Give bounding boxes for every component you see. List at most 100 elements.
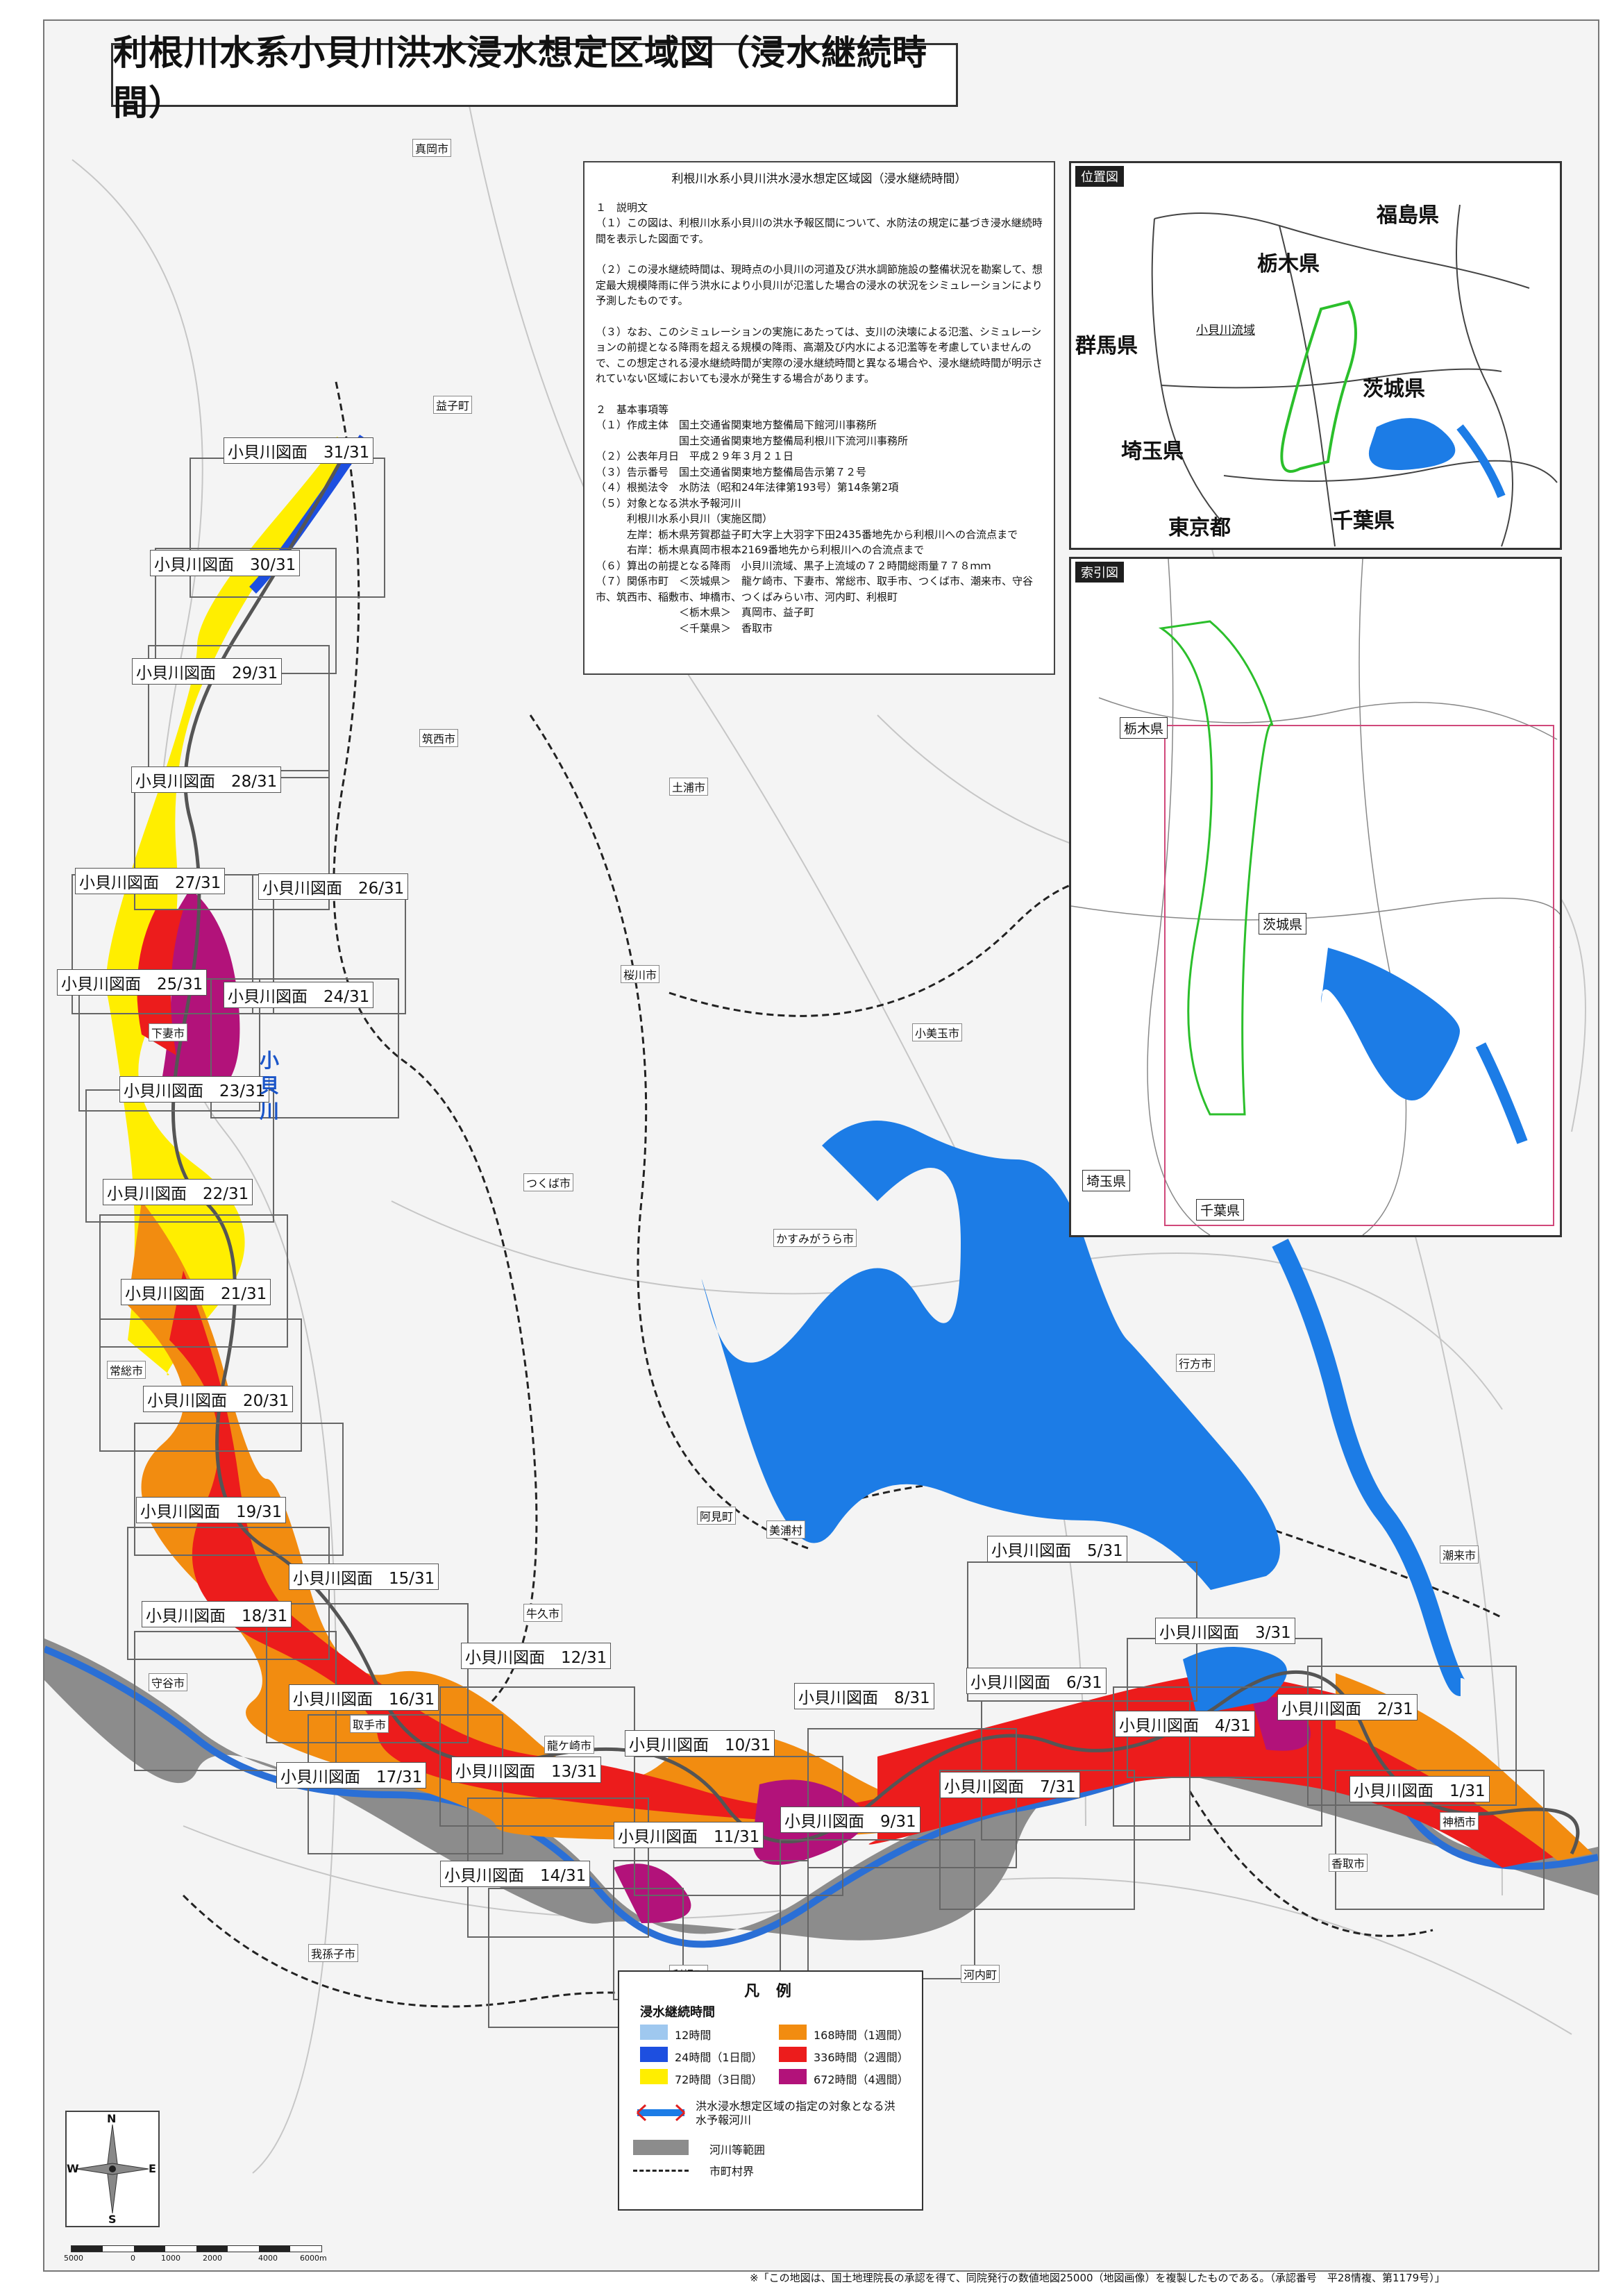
prefecture-label: 茨城県: [1259, 913, 1307, 935]
location-map-tag: 位置図: [1075, 166, 1124, 187]
legend-label: 72時間（3日間）: [675, 2073, 763, 2086]
sheet-label[interactable]: 小貝川図面 12/31: [461, 1643, 612, 1669]
prefecture-label: 栃木県: [1257, 252, 1320, 276]
sheet-label[interactable]: 小貝川図面 27/31: [75, 868, 226, 894]
scale-bar-graphic: [71, 2245, 322, 2252]
city-label: 真岡市: [412, 139, 452, 157]
index-map-graphic: [1071, 559, 1560, 1235]
city-label: 牛久市: [523, 1604, 563, 1622]
sheet-label[interactable]: 小貝川図面 31/31: [224, 437, 374, 464]
city-label: 神栖市: [1440, 1812, 1479, 1830]
city-label: かすみがうら市: [773, 1229, 857, 1247]
city-label: つくば市: [523, 1173, 574, 1191]
city-label: 下妻市: [149, 1023, 188, 1041]
sheet-label[interactable]: 小貝川図面 2/31: [1277, 1694, 1418, 1720]
boundary-line-swatch: [633, 2170, 689, 2172]
sheet-label[interactable]: 小貝川図面 20/31: [143, 1386, 294, 1412]
legend-label: 336時間（2週間）: [814, 2051, 909, 2064]
sheet-label[interactable]: 小貝川図面 23/31: [119, 1076, 270, 1103]
prefecture-label: 栃木県: [1120, 717, 1168, 739]
legend-swatch-336h: [779, 2047, 807, 2062]
sheet-label[interactable]: 小貝川図面 16/31: [289, 1684, 439, 1711]
legend-swatch-168h: [779, 2025, 807, 2040]
legend-boundary-label: 市町村界: [709, 2165, 755, 2178]
sheet-label[interactable]: 小貝川図面 29/31: [132, 658, 283, 685]
explanation-row: ＜栃木県＞ 真岡市、益子町: [596, 606, 815, 619]
sheet-label[interactable]: 小貝川図面 18/31: [142, 1601, 292, 1627]
sheet-label[interactable]: 小貝川図面 6/31: [966, 1668, 1107, 1694]
sheet-label[interactable]: 小貝川図面 10/31: [625, 1730, 775, 1757]
basin-label: 小貝川流域: [1196, 324, 1255, 337]
legend-label: 12時間: [675, 2029, 712, 2042]
sheet-label[interactable]: 小貝川図面 17/31: [276, 1762, 427, 1788]
sheet-label[interactable]: 小貝川図面 19/31: [136, 1497, 287, 1523]
sheet-label[interactable]: 小貝川図面 5/31: [987, 1536, 1127, 1562]
scale-bar: 5000 0 1000 2000 4000 6000m: [64, 2243, 328, 2268]
city-label: 守谷市: [149, 1673, 188, 1691]
compass-s: S: [108, 2213, 117, 2226]
city-label: 桜川市: [621, 965, 660, 983]
city-label: 筑西市: [419, 729, 459, 747]
sheet-label[interactable]: 小貝川図面 11/31: [614, 1822, 764, 1848]
city-label: 小美玉市: [912, 1023, 963, 1041]
prefecture-label: 福島県: [1377, 203, 1439, 228]
sheet-label[interactable]: 小貝川図面 8/31: [794, 1683, 934, 1709]
prefecture-label: 茨城県: [1363, 377, 1425, 401]
compass-n: N: [107, 2112, 117, 2125]
sheet-label[interactable]: 小貝川図面 26/31: [258, 873, 409, 900]
city-label: 龍ケ崎市: [544, 1736, 595, 1754]
sheet-label[interactable]: 小貝川図面 28/31: [131, 766, 282, 793]
north-arrow-compass: N S E W: [65, 2111, 160, 2227]
city-label: 潮来市: [1440, 1545, 1479, 1564]
sheet-label[interactable]: 小貝川図面 1/31: [1349, 1776, 1490, 1802]
legend-river-target-label: 洪水浸水想定区域の指定の対象となる洪水予報河川: [696, 2100, 895, 2127]
scale-tick: 1000: [161, 2254, 180, 2263]
city-label: 香取市: [1329, 1854, 1368, 1872]
city-label: 阿見町: [697, 1507, 737, 1525]
legend-label: 168時間（1週間）: [814, 2029, 909, 2042]
sheet-label[interactable]: 小貝川図面 30/31: [150, 550, 301, 576]
legend-title: 凡 例: [744, 1983, 797, 2000]
explanation-p1: （１）この図は、利根川水系小貝川の洪水予報区間について、水防法の規定に基づき浸水…: [596, 217, 1043, 245]
legend-panel: 凡 例 浸水継続時間 12時間 24時間（1日間） 72時間（3日間） 168時…: [618, 1970, 923, 2211]
explanation-section1-title: １ 説明文: [596, 201, 648, 214]
river-area-swatch: [633, 2140, 689, 2155]
copyright-note: ※「この地図は、国土地理院長の承認を得て、同院発行の数値地図25000（地図画像…: [750, 2272, 1445, 2284]
sheet-label[interactable]: 小貝川図面 15/31: [289, 1564, 439, 1590]
explanation-row: （１）作成主体 国土交通省関東地方整備局下館河川事務所: [596, 419, 877, 431]
legend-swatch-24h: [640, 2047, 668, 2062]
sheet-label[interactable]: 小貝川図面 7/31: [940, 1772, 1080, 1798]
sheet-label[interactable]: 小貝川図面 14/31: [440, 1861, 591, 1887]
city-label: 行方市: [1176, 1354, 1216, 1372]
kitaura-channel: [1272, 1239, 1466, 1696]
river-arrow-icon: [636, 2104, 686, 2122]
explanation-row: （４）根拠法令 水防法（昭和24年法律第193号）第14条第2項: [596, 481, 899, 494]
sheet-label[interactable]: 小貝川図面 22/31: [103, 1179, 253, 1205]
legend-swatch-672h: [779, 2069, 807, 2084]
explanation-row: 左岸：栃木県芳賀郡益子町大字上大羽字下田2435番地先から利根川への合流点まで: [596, 528, 1018, 541]
sheet-label[interactable]: 小貝川図面 24/31: [224, 982, 374, 1008]
index-map-tag: 索引図: [1075, 562, 1124, 583]
sheet-label[interactable]: 小貝川図面 25/31: [57, 969, 208, 996]
explanation-panel: 利根川水系小貝川洪水浸水想定区域図（浸水継続時間） １ 説明文 （１）この図は、…: [583, 161, 1055, 675]
scale-tick: 4000: [258, 2254, 278, 2263]
sheet-label[interactable]: 小貝川図面 3/31: [1155, 1618, 1295, 1644]
explanation-row: （３）告示番号 国土交通省関東地方整備局告示第７２号: [596, 465, 867, 478]
prefecture-label: 千葉県: [1196, 1199, 1245, 1221]
legend-label: 672時間（4週間）: [814, 2073, 909, 2086]
sheet-label[interactable]: 小貝川図面 4/31: [1115, 1711, 1255, 1737]
legend-subtitle: 浸水継続時間: [640, 2005, 715, 2020]
explanation-section2-title: ２ 基本事項等: [596, 403, 669, 416]
river-name-label: 小貝川: [260, 1049, 280, 1123]
explanation-p2: （２）この浸水継続時間は、現時点の小貝川の河道及び洪水調節施設の整備状況を勘案し…: [596, 263, 1043, 307]
city-label: 常総市: [107, 1361, 146, 1379]
explanation-heading: 利根川水系小貝川洪水浸水想定区域図（浸水継続時間）: [671, 172, 967, 186]
prefecture-label: 埼玉県: [1121, 439, 1184, 464]
scale-tick: 6000m: [300, 2254, 327, 2263]
sheet-label[interactable]: 小貝川図面 13/31: [451, 1757, 602, 1783]
explanation-row: （６）算出の前提となる降雨 小貝川流域、黒子上流域の７２時間総雨量７７８ｍｍ: [596, 559, 991, 572]
sheet-label[interactable]: 小貝川図面 21/31: [121, 1279, 271, 1305]
sheet-label[interactable]: 小貝川図面 9/31: [780, 1807, 920, 1833]
explanation-row: 国土交通省関東地方整備局利根川下流河川事務所: [596, 434, 909, 447]
legend-label: 24時間（1日間）: [675, 2051, 763, 2064]
